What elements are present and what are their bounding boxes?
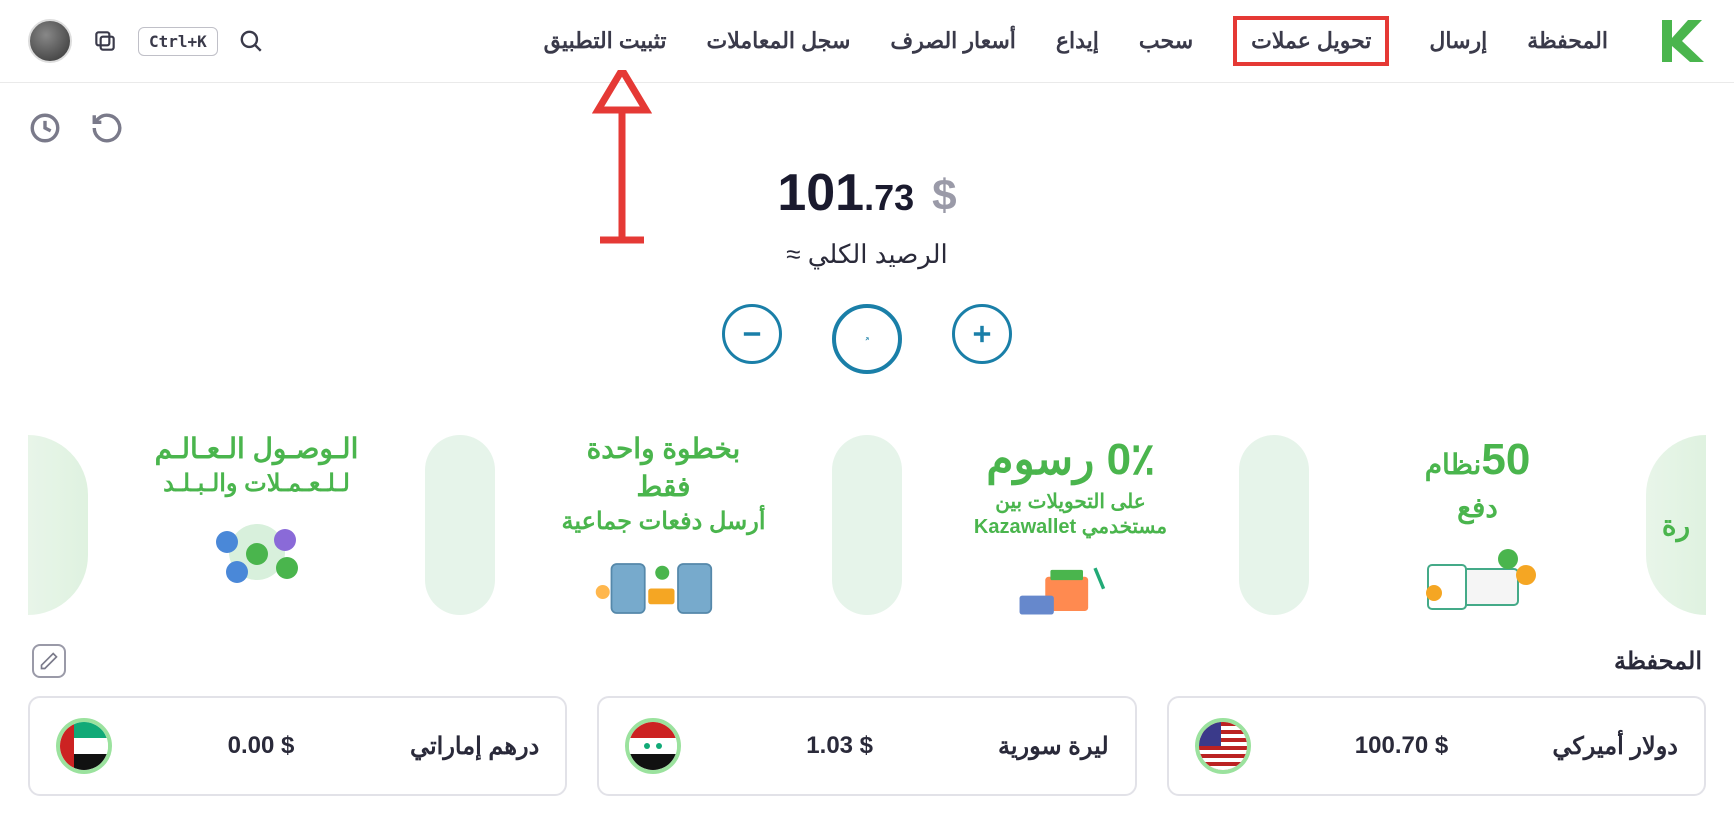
banner-divider [425, 435, 495, 615]
history-icon[interactable] [28, 111, 62, 145]
pencil-icon [39, 651, 59, 671]
copy-icon[interactable] [92, 28, 118, 54]
header-right: Ctrl+K [28, 19, 264, 63]
banner-peek-text: رة [1662, 509, 1690, 542]
banner3-line2: أرسل دفعات جماعية [562, 506, 766, 538]
nav-send[interactable]: إرسال [1429, 28, 1487, 54]
currency-symbol: $ [932, 171, 956, 221]
balance-block: 101.73 $ الرصيد الكلي ≈ [28, 163, 1706, 374]
wallet-name: دولار أميركي [1552, 732, 1678, 761]
nav-history[interactable]: سجل المعاملات [707, 28, 851, 54]
banner2-art-icon [991, 551, 1151, 620]
banner1-word: نظام [1425, 449, 1482, 480]
banner4-art-icon [177, 512, 337, 592]
withdraw-button[interactable] [722, 304, 782, 364]
banner2-line3: مستخدمي Kazawallet [974, 514, 1167, 539]
nav-rates[interactable]: أسعار الصرف [890, 28, 1015, 54]
banner1-number: 50 [1481, 435, 1530, 484]
banner-global-access[interactable]: الـوصـول الـعـالـم لـلـعـمـلات والـبـلـد [152, 430, 361, 620]
banner-peek-right[interactable]: رة [1646, 435, 1706, 615]
refresh-icon[interactable] [90, 111, 124, 145]
header-bar: المحفظة إرسال تحويل عملات سحب إيداع أسعا… [0, 0, 1734, 83]
nav-wallet[interactable]: المحفظة [1527, 28, 1608, 54]
banner2-title: 0٪ رسوم [986, 435, 1154, 484]
banner1-sub: دفع [1457, 492, 1498, 523]
banner3-line1: بخطوة واحدة فقط [559, 430, 768, 506]
banner-payment-systems[interactable]: 50نظام دفع [1373, 430, 1582, 620]
edit-wallets-button[interactable] [32, 644, 66, 678]
banner2-line2: على التحويلات بين [995, 489, 1145, 514]
banner4-line1: الـوصـول الـعـالـم [155, 430, 359, 468]
wallet-name: ليرة سورية [998, 732, 1109, 761]
wallet-amount: 0.00 $ [130, 732, 392, 760]
flag-sy-icon [625, 718, 681, 774]
wallet-amount: 100.70 $ [1269, 732, 1535, 760]
nav-convert[interactable]: تحويل عملات [1233, 16, 1389, 66]
main-content: 101.73 $ الرصيد الكلي ≈ رة 50نظام دفع [0, 83, 1734, 816]
wallet-card-aed[interactable]: درهم إماراتي 0.00 $ [28, 696, 567, 796]
avatar[interactable] [28, 19, 72, 63]
balance-integer: 101 [777, 164, 864, 222]
flag-ae-icon [56, 718, 112, 774]
wallet-section-title: المحفظة [1614, 647, 1702, 676]
wallet-section-head: المحفظة [28, 644, 1706, 678]
shortcut-badge: Ctrl+K [138, 27, 218, 56]
flag-us-icon [1195, 718, 1251, 774]
wallet-card-syp[interactable]: ليرة سورية 1.03 $ [597, 696, 1136, 796]
banner-carousel: رة 50نظام دفع 0٪ رسوم على التحويلات بين … [28, 430, 1706, 620]
nav-withdraw[interactable]: سحب [1139, 28, 1193, 54]
balance-decimal: .73 [864, 177, 914, 218]
balance-amount: 101.73 $ [28, 163, 1706, 223]
wallet-cards-row: دولار أميركي 100.70 $ ليرة سورية 1.03 $ [28, 696, 1706, 796]
wallet-card-usd[interactable]: دولار أميركي 100.70 $ [1167, 696, 1706, 796]
balance-actions [28, 304, 1706, 374]
top-action-icons [28, 103, 1706, 153]
main-nav: المحفظة إرسال تحويل عملات سحب إيداع أسعا… [288, 16, 1608, 66]
banner4-line2: لـلـعـمـلات والـبـلـد [163, 468, 350, 500]
banner-divider [1239, 435, 1309, 615]
wallet-name: درهم إماراتي [410, 732, 539, 761]
banner-divider [832, 435, 902, 615]
app-logo [1656, 16, 1706, 66]
deposit-button[interactable] [952, 304, 1012, 364]
banner3-art-icon [584, 550, 744, 620]
balance-label: الرصيد الكلي ≈ [28, 239, 1706, 270]
banner-peek-left[interactable] [28, 435, 88, 615]
nav-install[interactable]: تثبيت التطبيق [544, 28, 667, 54]
nav-deposit[interactable]: إيداع [1056, 28, 1099, 54]
search-icon[interactable] [238, 28, 264, 54]
banner-bulk-send[interactable]: بخطوة واحدة فقط أرسل دفعات جماعية [559, 430, 768, 620]
wallet-amount: 1.03 $ [699, 732, 980, 760]
banner1-art-icon [1398, 539, 1558, 619]
banner-zero-fees[interactable]: 0٪ رسوم على التحويلات بين مستخدمي Kazawa… [966, 430, 1175, 620]
send-button[interactable] [832, 304, 902, 374]
